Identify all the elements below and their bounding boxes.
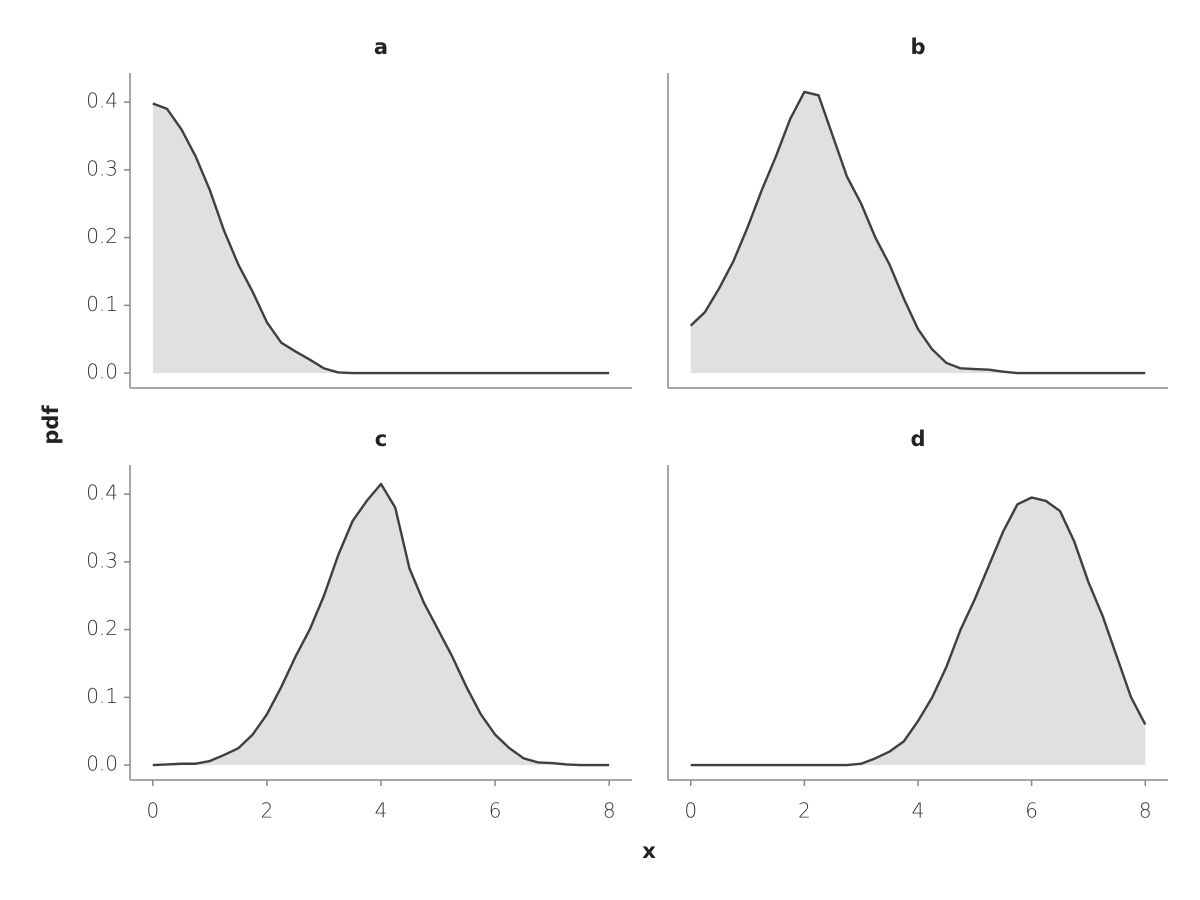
density-line [690, 496, 1147, 767]
x-tick-label: 6 [489, 799, 502, 823]
x-tick-label: 4 [375, 799, 388, 823]
x-tick-label: 2 [798, 799, 811, 823]
x-tick-label: 8 [1139, 799, 1152, 823]
y-tick-label: 0.3 [86, 156, 118, 180]
x-tick-label: 6 [1025, 799, 1038, 823]
y-tick-label: 0.4 [86, 89, 118, 113]
y-tick-label: 0.4 [86, 481, 118, 505]
x-tick-label: 0 [684, 799, 697, 823]
y-tick-label: 0.3 [86, 548, 118, 572]
area [690, 497, 1146, 766]
y-tick-label: 0.1 [86, 292, 118, 316]
panel-title: d [910, 427, 925, 451]
area [152, 483, 610, 766]
y-tick-label: 0.2 [86, 224, 118, 248]
x-tick-label: 8 [603, 799, 616, 823]
density-line [152, 482, 610, 767]
y-axis-label: pdf [39, 405, 63, 445]
x-tick-label: 2 [261, 799, 274, 823]
panel-title: c [375, 427, 387, 451]
y-tick-label: 0.2 [86, 616, 118, 640]
panel-title: a [374, 35, 388, 59]
y-tick-label: 0.1 [86, 684, 118, 708]
y-tick-label: 0.0 [86, 752, 118, 776]
y-tick-label: 0.0 [86, 360, 118, 384]
area [152, 103, 610, 374]
density-line [152, 102, 610, 375]
x-tick-label: 4 [912, 799, 925, 823]
panel-title: b [910, 35, 925, 59]
area [690, 91, 1146, 374]
x-tick-label: 0 [146, 799, 159, 823]
density-line [689, 90, 1146, 375]
x-axis-label: x [642, 839, 656, 863]
